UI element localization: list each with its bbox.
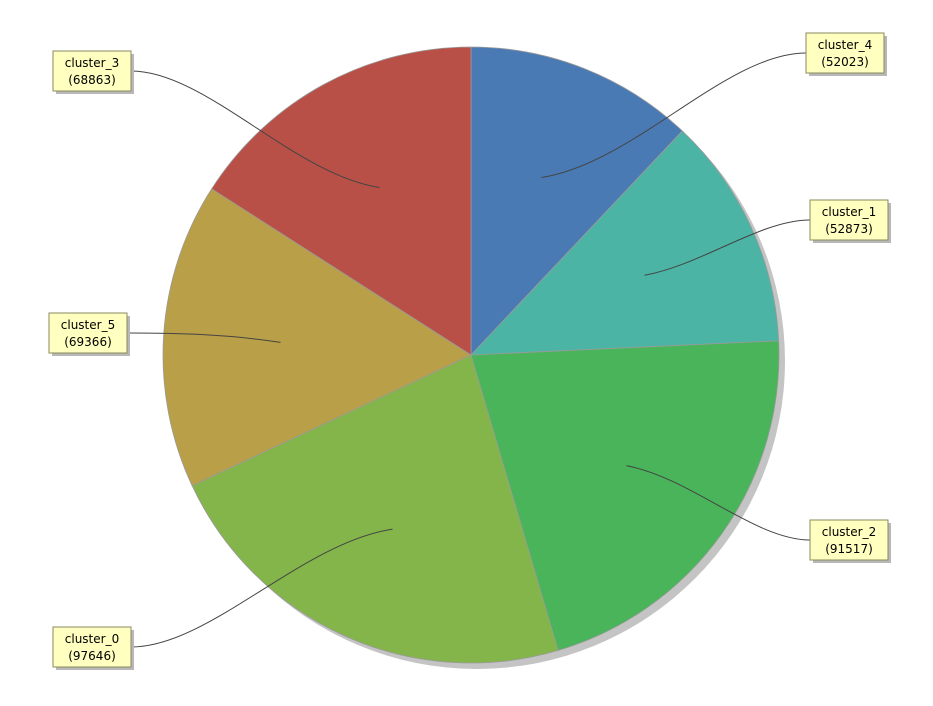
slice-label-name: cluster_5 [61, 318, 115, 332]
slice-label-cluster-5: cluster_5 (69366) [48, 312, 130, 356]
label-box [52, 626, 132, 668]
pie-slice-cluster-2[interactable] [470, 340, 780, 651]
slice-label-cluster-1: cluster_1 (52873) [809, 199, 891, 243]
pie-slice-cluster-3[interactable] [211, 46, 472, 356]
leader-lines [126, 52, 811, 648]
slice-label-value: (69366) [64, 335, 112, 349]
label-box [48, 312, 128, 354]
label-box [809, 519, 889, 561]
label-box [805, 32, 885, 74]
pie-slice-cluster-4[interactable] [470, 46, 683, 357]
slice-label-name: cluster_4 [818, 38, 872, 52]
slice-label-value: (97646) [68, 649, 116, 663]
leader-line-cluster-0 [130, 528, 393, 648]
slice-label-name: cluster_2 [822, 525, 876, 539]
slice-label-name: cluster_3 [65, 56, 119, 70]
slice-label-value: (52023) [821, 55, 869, 69]
leader-line-cluster-5 [126, 332, 281, 343]
slice-label-name: cluster_0 [65, 632, 119, 646]
slice-label-cluster-2: cluster_2 (91517) [809, 519, 891, 563]
label-box [52, 50, 132, 92]
pie-slices [162, 46, 780, 664]
label-box [809, 199, 889, 241]
pie-slice-cluster-0[interactable] [191, 354, 559, 664]
leader-line-cluster-4 [541, 52, 807, 178]
slice-label-value: (52873) [825, 222, 873, 236]
slice-label-name: cluster_1 [822, 205, 876, 219]
slice-label-value: (68863) [68, 73, 116, 87]
pie-slice-cluster-5[interactable] [162, 188, 472, 487]
slice-label-value: (91517) [825, 542, 873, 556]
slice-label-cluster-0: cluster_0 (97646) [52, 626, 134, 670]
pie-slice-cluster-1[interactable] [470, 130, 780, 356]
leader-line-cluster-2 [626, 465, 811, 541]
slice-label-cluster-4: cluster_4 (52023) [805, 32, 887, 76]
slice-labels: cluster_4(52023)cluster_1(52873)cluster_… [48, 32, 891, 670]
slice-label-cluster-3: cluster_3 (68863) [52, 50, 134, 94]
leader-line-cluster-3 [130, 70, 380, 188]
leader-line-cluster-1 [644, 219, 811, 276]
